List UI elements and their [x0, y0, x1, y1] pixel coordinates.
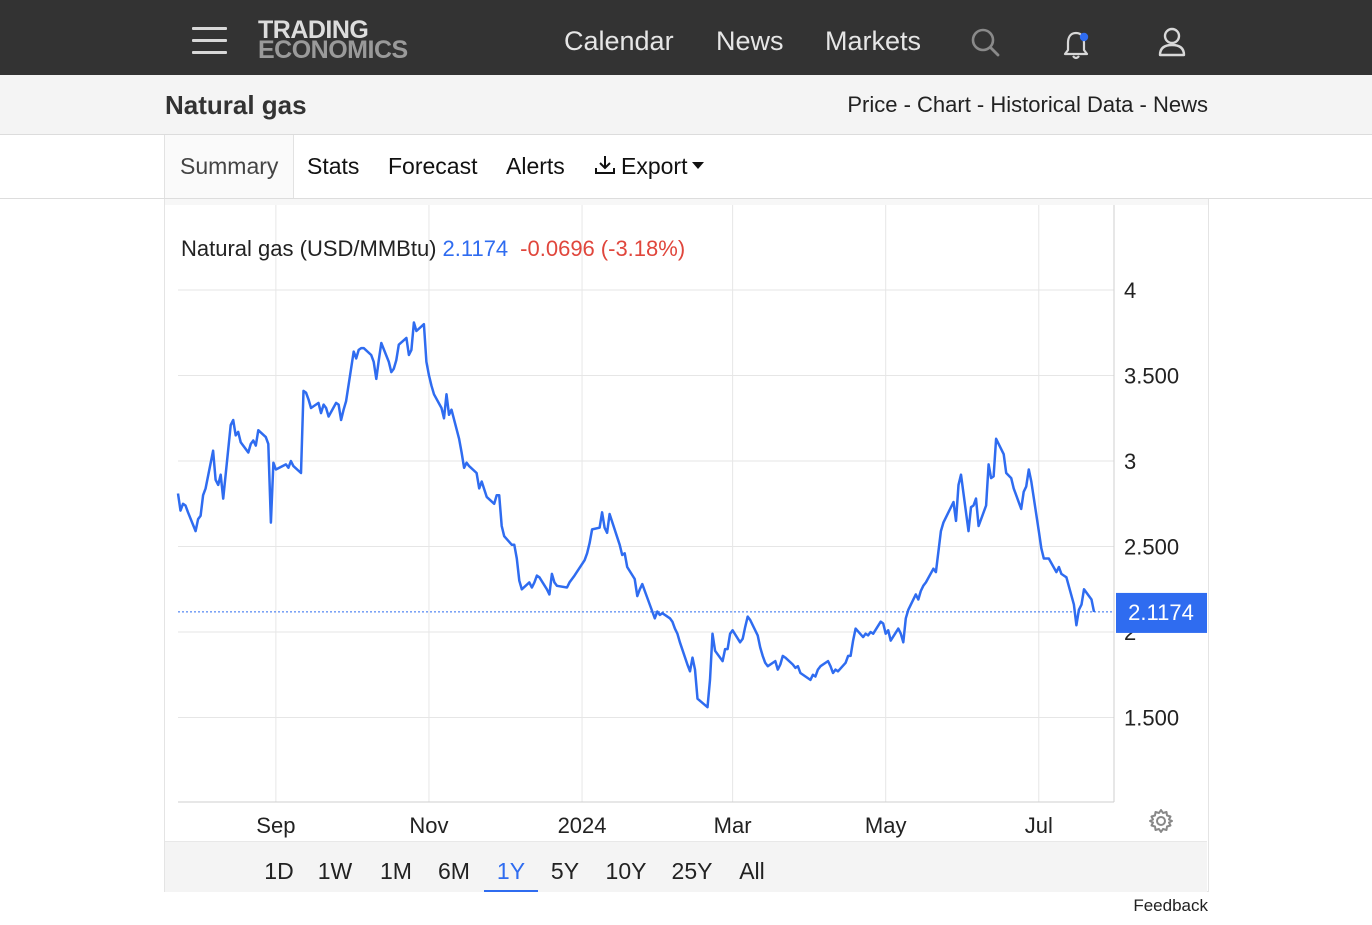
chart-title-name: Natural gas (USD/MMBtu) [181, 236, 437, 261]
settings-gear-icon[interactable] [1148, 808, 1174, 839]
feedback-link[interactable]: Feedback [1133, 896, 1208, 915]
crumb-sep: - [1133, 92, 1153, 117]
breadcrumb: Price - Chart - Historical Data - News [847, 92, 1208, 118]
chart-title: Natural gas (USD/MMBtu) 2.1174 -0.0696 (-3.… [181, 236, 685, 261]
tab-alerts[interactable]: Alerts [506, 153, 565, 179]
search-icon[interactable] [971, 28, 1001, 63]
crumb-chart[interactable]: Chart [917, 92, 971, 117]
range-1m[interactable]: 1M [380, 858, 412, 884]
range-25y[interactable]: 25Y [671, 858, 713, 884]
range-selector: 1D 1W 1M 6M 1Y 5Y 10Y 25Y All [165, 841, 1207, 892]
x-tick-label: Sep [256, 813, 295, 838]
last-value-label: 2.1174 [1128, 600, 1194, 625]
range-6m[interactable]: 6M [438, 858, 470, 884]
tab-stats[interactable]: Stats [307, 153, 360, 179]
nav-news[interactable]: News [716, 26, 784, 56]
nav-markets[interactable]: Markets [825, 26, 922, 56]
price-series-line[interactable] [176, 321, 1096, 709]
y-tick-label: 2.500 [1124, 535, 1179, 560]
tab-summary[interactable]: Summary [164, 135, 295, 198]
tabs-row: Summary Stats Forecast Alerts Export [0, 135, 1372, 199]
tab-forecast[interactable]: Forecast [388, 153, 478, 179]
export-label: Export [621, 153, 688, 179]
x-tick-label: 2024 [558, 813, 607, 838]
range-1y[interactable]: 1Y [484, 842, 538, 892]
y-tick-label: 3 [1124, 449, 1136, 474]
chart-top-strip [165, 199, 1208, 205]
range-1w[interactable]: 1W [317, 858, 353, 884]
crumb-sep: - [897, 92, 918, 117]
logo-line2: ECONOMICS [258, 36, 408, 64]
range-1d[interactable]: 1D [264, 858, 294, 884]
logo[interactable]: TRADING ECONOMICS [258, 16, 408, 64]
nav-calendar[interactable]: Calendar [564, 26, 674, 56]
user-icon[interactable] [1158, 27, 1186, 62]
chart-last-value: 2.1174 [443, 236, 509, 261]
chart-change-pct: (-3.18%) [601, 236, 685, 261]
range-10y[interactable]: 10Y [605, 858, 647, 884]
x-tick-label: Mar [714, 813, 752, 838]
logo-line1: TRADING [258, 16, 369, 44]
tab-export[interactable]: Export [593, 135, 705, 198]
x-tick-label: Jul [1025, 813, 1053, 838]
page-title: Natural gas [165, 90, 307, 120]
bell-icon[interactable] [1062, 29, 1092, 66]
sub-header: Natural gas Price - Chart - Historical D… [0, 75, 1372, 135]
chart-change: -0.0696 [520, 236, 595, 261]
y-tick-label: 3.500 [1124, 364, 1179, 389]
crumb-sep: - [970, 92, 991, 117]
range-5y[interactable]: 5Y [550, 858, 580, 884]
crumb-price[interactable]: Price [847, 92, 898, 117]
range-all[interactable]: All [739, 858, 765, 884]
y-tick-label: 4 [1124, 278, 1136, 303]
caret-down-icon [692, 162, 705, 169]
y-tick-label: 1.500 [1124, 706, 1179, 731]
menu-icon[interactable] [192, 27, 227, 55]
top-navbar: TRADING ECONOMICS Calendar News Markets [0, 0, 1372, 75]
x-tick-label: May [865, 813, 907, 838]
crumb-news[interactable]: News [1152, 92, 1208, 117]
crumb-historical-data[interactable]: Historical Data [990, 92, 1134, 117]
last-value-badge [1116, 592, 1207, 633]
download-icon [595, 156, 615, 174]
x-tick-label: Nov [409, 813, 448, 838]
